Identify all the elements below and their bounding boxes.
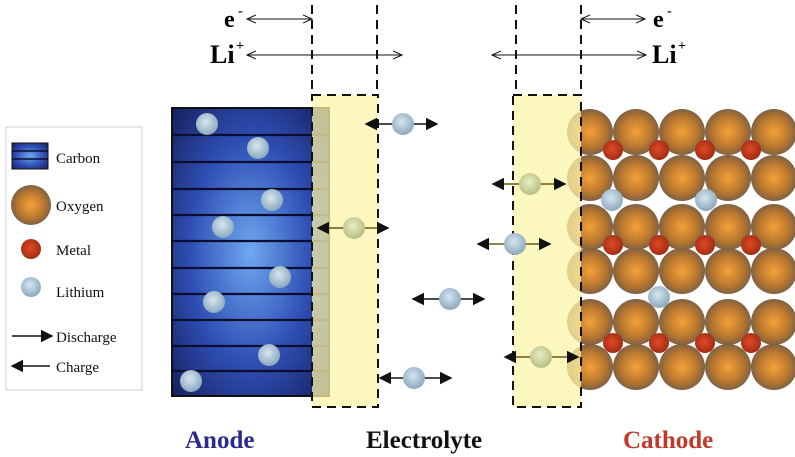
lithium-ion-superscript: + xyxy=(236,39,244,54)
carbon-layer-lines xyxy=(172,133,329,373)
legend-item-oxygen: Oxygen xyxy=(11,185,104,225)
anode-lithium-atoms xyxy=(180,113,291,392)
lithium-ion-label-left: Li + xyxy=(210,39,244,69)
legend: Carbon Oxygen Metal Lithium Discharge Ch… xyxy=(5,126,143,391)
lithium-ion xyxy=(519,173,541,195)
electron-label-left: e - xyxy=(224,4,243,33)
lithium-ion-symbol: Li xyxy=(210,40,235,69)
lithium-atom xyxy=(648,286,670,308)
lithium-atom xyxy=(247,137,269,159)
legend-item-discharge: Discharge xyxy=(12,329,117,346)
lithium-atom xyxy=(180,370,202,392)
oxygen-atoms-row3 xyxy=(567,204,795,250)
anode-interface-box xyxy=(311,94,379,408)
lithium-atom xyxy=(261,189,283,211)
lithium-ion xyxy=(530,346,552,368)
electron-superscript: - xyxy=(238,4,243,19)
lithium-ion xyxy=(439,288,461,310)
metal-atoms-row3 xyxy=(603,333,761,353)
lithium-ion-label-right: Li + xyxy=(652,39,686,69)
metal-atoms-row1 xyxy=(603,140,761,160)
metal-atom-icon xyxy=(21,239,41,259)
legend-label-lithium: Lithium xyxy=(56,285,105,301)
electron-superscript-right: - xyxy=(667,4,672,19)
oxygen-atoms-row5 xyxy=(567,299,795,345)
legend-item-metal: Metal xyxy=(21,239,91,259)
electron-symbol: e xyxy=(224,7,235,33)
lithium-ion xyxy=(343,217,365,239)
oxygen-atom-icon xyxy=(11,185,51,225)
legend-label-charge: Charge xyxy=(56,360,99,376)
lithium-ion-superscript-right: + xyxy=(678,39,686,54)
lithium-atom xyxy=(695,189,717,211)
anode-block xyxy=(171,107,330,397)
electrolyte-label: Electrolyte xyxy=(366,427,482,454)
lithium-atom xyxy=(269,266,291,288)
lithium-ion xyxy=(403,367,425,389)
oxygen-atoms-row2 xyxy=(567,155,795,201)
legend-item-charge: Charge xyxy=(10,359,99,376)
legend-item-lithium: Lithium xyxy=(21,277,105,301)
electron-symbol-right: e xyxy=(653,7,664,33)
lithium-atom xyxy=(196,113,218,135)
lithium-ion xyxy=(504,233,526,255)
legend-label-oxygen: Oxygen xyxy=(56,199,104,215)
cathode-label: Cathode xyxy=(623,427,713,454)
lithium-atom-icon xyxy=(21,277,41,297)
lithium-atom xyxy=(212,216,234,238)
lithium-atom xyxy=(203,291,225,313)
cathode-lattice xyxy=(567,109,795,390)
lithium-atom xyxy=(601,189,623,211)
oxygen-atoms-row4 xyxy=(567,248,795,294)
legend-label-metal: Metal xyxy=(56,243,91,259)
legend-item-carbon: Carbon xyxy=(11,142,101,170)
legend-label-carbon: Carbon xyxy=(56,151,101,167)
legend-label-discharge: Discharge xyxy=(56,330,117,346)
cathode-lithium-atoms xyxy=(601,189,717,308)
anode-label: Anode xyxy=(185,427,254,454)
lithium-ion xyxy=(392,113,414,135)
oxygen-atoms-row6 xyxy=(567,344,795,390)
lithium-ion-symbol-right: Li xyxy=(652,40,677,69)
electron-label-right: e - xyxy=(653,4,672,33)
lithium-atom xyxy=(258,344,280,366)
carbon-swatch-icon xyxy=(11,142,49,170)
lithium-ion-migration xyxy=(316,113,580,389)
metal-atoms-row2 xyxy=(603,235,761,255)
